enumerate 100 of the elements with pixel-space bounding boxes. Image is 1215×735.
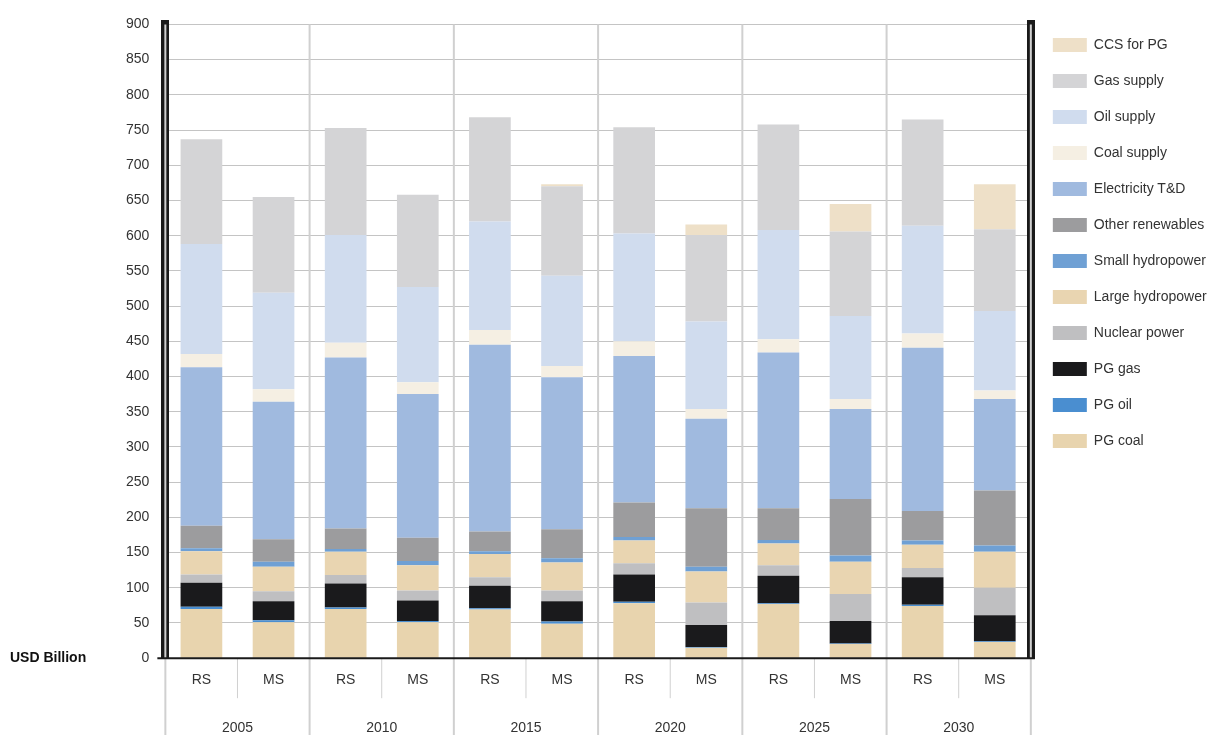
bar (541, 365, 583, 378)
bar (613, 563, 655, 575)
bar (829, 408, 872, 500)
legend-label: CCS for PG (1093, 35, 1168, 52)
bar (396, 537, 439, 562)
bar (973, 399, 1016, 491)
bar (541, 562, 583, 591)
bar (757, 565, 800, 576)
bar (469, 344, 511, 532)
bar (180, 582, 223, 607)
bar (973, 490, 1016, 546)
x-tick-label: RS (335, 671, 356, 688)
legend-label: Oil supply (1093, 107, 1156, 124)
bar (180, 244, 223, 354)
bar (252, 401, 295, 540)
bar (973, 545, 1016, 552)
bar (324, 551, 367, 576)
y-tick-label: 300 (126, 437, 150, 454)
bar (396, 394, 439, 538)
bar (901, 540, 944, 545)
bar (252, 601, 295, 621)
y-tick-label: 550 (126, 261, 150, 278)
legend-label: PG oil (1093, 395, 1132, 412)
bar (396, 600, 439, 621)
bar (324, 528, 367, 550)
bar (396, 565, 439, 591)
bar (613, 540, 655, 564)
bar (324, 575, 367, 584)
y-tick-label: 600 (126, 226, 150, 243)
bar (613, 574, 655, 602)
bar (973, 615, 1016, 642)
x-tick-label: MS (840, 671, 862, 688)
bar (829, 399, 872, 409)
x-tick-label: RS (191, 671, 212, 688)
bar (180, 353, 223, 368)
bar (541, 184, 583, 187)
bar (541, 275, 583, 366)
bar (469, 577, 511, 586)
bar (829, 620, 872, 644)
bar (396, 561, 439, 566)
y-tick-label: 250 (126, 473, 150, 489)
y-tick-label: 800 (126, 85, 150, 102)
bar (469, 531, 511, 552)
bar (973, 390, 1016, 400)
bar (757, 124, 800, 231)
bar (396, 590, 439, 601)
x-tick-label: RS (912, 671, 933, 688)
bar (180, 551, 223, 575)
legend-label: Electricity T&D (1093, 179, 1186, 196)
bar (469, 330, 511, 345)
legend-label: Large hydropower (1093, 287, 1208, 304)
y-tick-label: 0 (141, 649, 150, 666)
bar (685, 224, 728, 235)
y-tick-label: 350 (126, 402, 150, 419)
text: 2015 (510, 718, 542, 735)
bar (973, 184, 1016, 230)
bar (613, 233, 655, 342)
y-tick-label: 400 (126, 367, 150, 384)
bar (180, 574, 223, 583)
bar (469, 585, 511, 609)
bar (613, 127, 655, 234)
bar (901, 577, 944, 605)
bar (180, 139, 223, 245)
y-tick-label: 450 (126, 332, 150, 349)
bar (180, 525, 223, 549)
bar (901, 606, 944, 658)
bar (541, 529, 583, 559)
text: 2020 (654, 718, 686, 735)
bar (252, 620, 295, 623)
bar (685, 571, 728, 603)
y-tick-label: 650 (126, 191, 150, 208)
bar (252, 561, 295, 567)
bar (469, 551, 511, 554)
legend-label: Nuclear power (1093, 323, 1185, 340)
bar (757, 603, 800, 658)
x-tick-label: RS (624, 671, 644, 688)
y-tick-label: 900 (126, 15, 150, 32)
bar (324, 342, 367, 358)
bar (469, 221, 511, 331)
y-axis-title: USD Billion (10, 649, 87, 666)
bar (324, 357, 367, 529)
bar (757, 339, 800, 353)
bar (613, 603, 655, 658)
legend-label: PG coal (1093, 431, 1144, 448)
bar (901, 347, 944, 512)
bar (613, 356, 655, 503)
bar (685, 321, 728, 409)
bar (541, 601, 583, 622)
x-tick-label: MS (551, 671, 573, 688)
y-tick-label: 150 (126, 543, 150, 560)
bar (901, 119, 944, 226)
y-tick-label: 700 (126, 156, 150, 173)
bar (541, 621, 583, 624)
bar (541, 623, 583, 658)
legend-label: PG gas (1093, 359, 1141, 376)
y-tick-label: 200 (126, 508, 150, 525)
x-tick-label: RS (768, 671, 789, 688)
text: 2010 (366, 718, 398, 735)
x-tick-label: MS (984, 671, 1006, 688)
bar (757, 508, 800, 540)
